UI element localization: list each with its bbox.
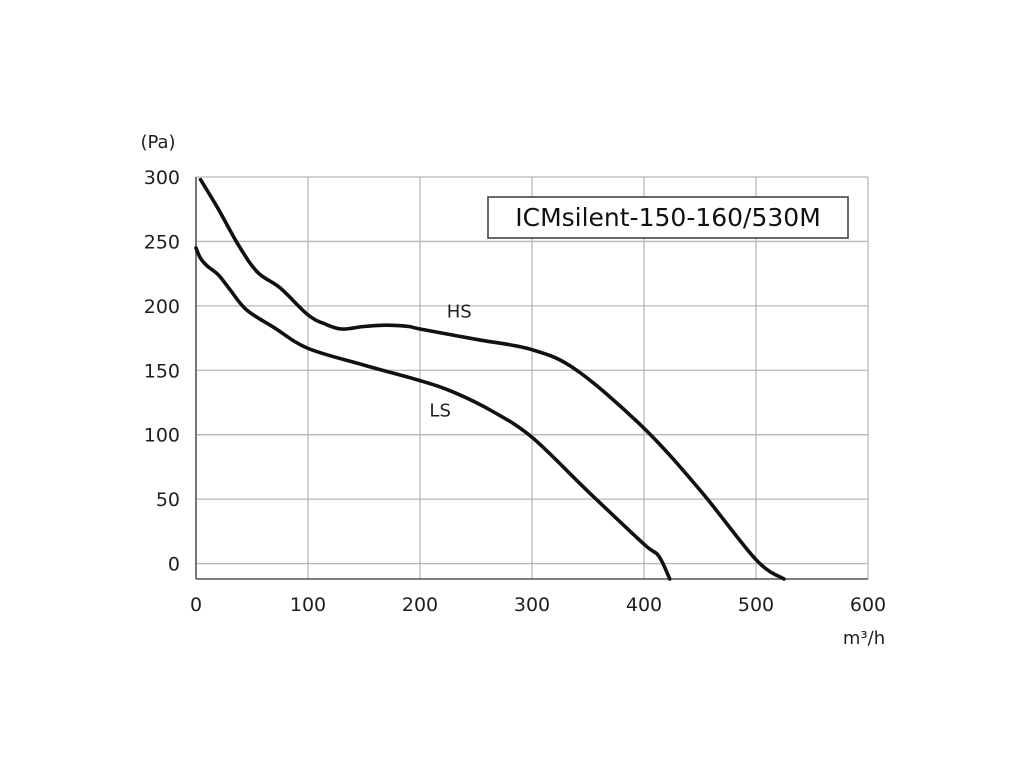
y-tick-label: 0 bbox=[168, 554, 180, 576]
x-tick-label: 500 bbox=[738, 594, 774, 616]
axis-layer bbox=[195, 177, 868, 580]
x-tick-label: 0 bbox=[190, 594, 202, 616]
y-tick-label: 300 bbox=[144, 167, 180, 189]
chart-title: ICMsilent-150-160/530M bbox=[515, 203, 821, 232]
y-tick-label: 100 bbox=[144, 425, 180, 447]
y-tick-label: 150 bbox=[144, 360, 180, 382]
grid-layer bbox=[196, 176, 869, 579]
series-line-ls bbox=[194, 246, 672, 581]
title-layer: ICMsilent-150-160/530M bbox=[487, 196, 849, 239]
chart-title-box bbox=[487, 196, 849, 239]
x-axis-unit-label: m³/h bbox=[843, 628, 885, 649]
x-tick-label: 300 bbox=[514, 594, 550, 616]
x-tick-label: 600 bbox=[850, 594, 886, 616]
series-line-hs bbox=[198, 177, 786, 581]
y-tick-label: 200 bbox=[144, 296, 180, 318]
x-tick-label: 100 bbox=[290, 594, 326, 616]
y-tick-label: 50 bbox=[156, 489, 180, 511]
y-axis-unit-label: (Pa) bbox=[140, 132, 175, 153]
series-label-ls: LS bbox=[429, 401, 450, 422]
series-label-hs: HS bbox=[447, 301, 472, 322]
series-layer bbox=[194, 177, 786, 581]
y-tick-label: 250 bbox=[144, 231, 180, 253]
label-layer: 0 100 200 300 400 500 600 0 50 100 150 200 250 300 HS L… bbox=[144, 167, 886, 616]
x-tick-label: 200 bbox=[402, 594, 438, 616]
x-tick-label: 400 bbox=[626, 594, 662, 616]
